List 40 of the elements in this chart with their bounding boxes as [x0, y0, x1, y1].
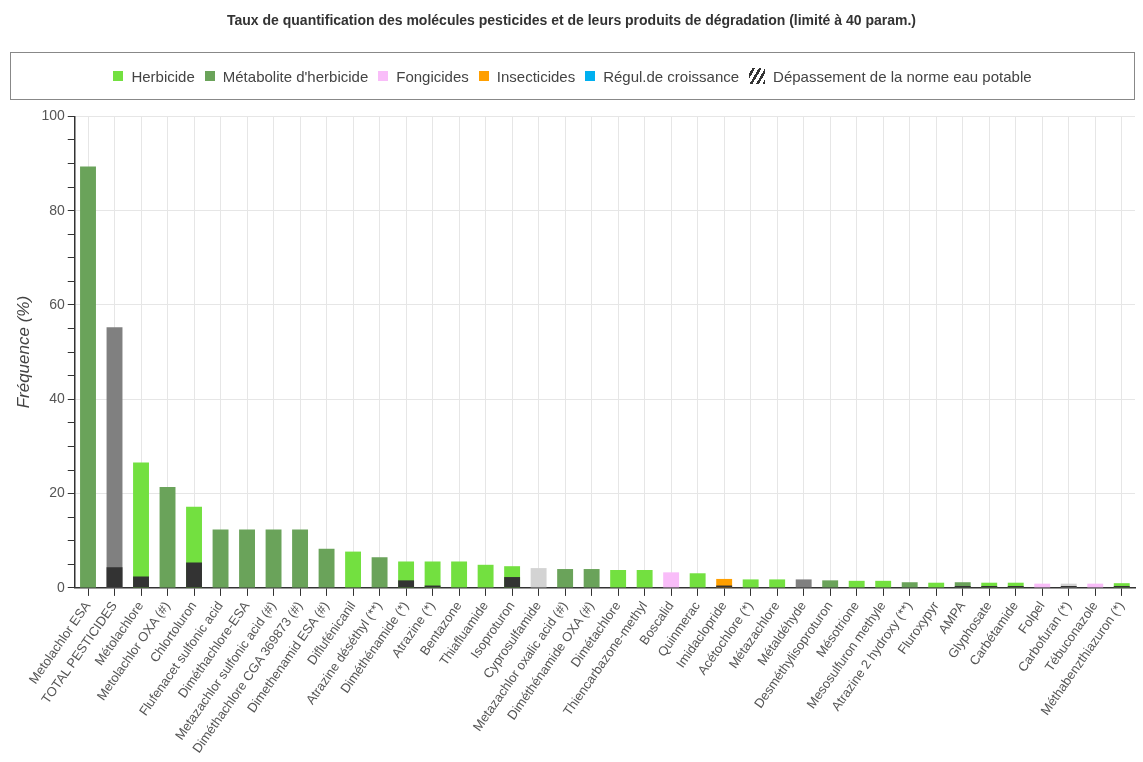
bar — [424, 561, 441, 588]
bar — [822, 580, 839, 588]
bar — [689, 573, 706, 588]
bar — [292, 529, 309, 588]
bar — [265, 529, 282, 588]
bar — [663, 572, 680, 588]
bar — [610, 569, 627, 588]
legend-label: Insecticides — [496, 67, 576, 85]
chart-title: Taux de quantification des molécules pesticides et de leurs produits de dégradation (limité à 40 param.) — [226, 12, 917, 28]
bar — [345, 551, 362, 588]
bar — [875, 580, 892, 588]
y-axis-title: Fréquence (%) — [13, 295, 33, 409]
bar — [848, 580, 865, 588]
legend-label: Régul.de croissance — [603, 67, 740, 85]
y-tick-label: 80 — [49, 201, 65, 218]
y-tick-label: 100 — [41, 107, 65, 124]
y-tick-label: 0 — [56, 578, 65, 595]
bar — [583, 569, 600, 588]
bar — [795, 579, 812, 588]
bar — [212, 529, 229, 588]
bar — [769, 579, 786, 588]
bar — [159, 486, 176, 588]
bar — [742, 579, 759, 588]
bar — [901, 582, 918, 588]
y-tick-label: 60 — [49, 295, 65, 312]
bar — [80, 166, 96, 588]
y-tick-label: 20 — [49, 484, 65, 501]
bar — [557, 569, 574, 588]
legend-label: Herbicide — [131, 67, 195, 85]
bar — [451, 561, 468, 588]
bar — [318, 548, 335, 588]
y-tick-label: 40 — [49, 390, 65, 407]
bar — [239, 529, 255, 588]
legend-label: Fongicides — [396, 67, 469, 85]
legend-label: Dépassement de la norme eau potable — [773, 67, 1032, 85]
bar — [371, 557, 388, 588]
bar — [636, 569, 653, 588]
bar — [477, 564, 494, 588]
bar — [530, 568, 547, 588]
legend-label: Métabolite d'herbicide — [222, 67, 369, 85]
